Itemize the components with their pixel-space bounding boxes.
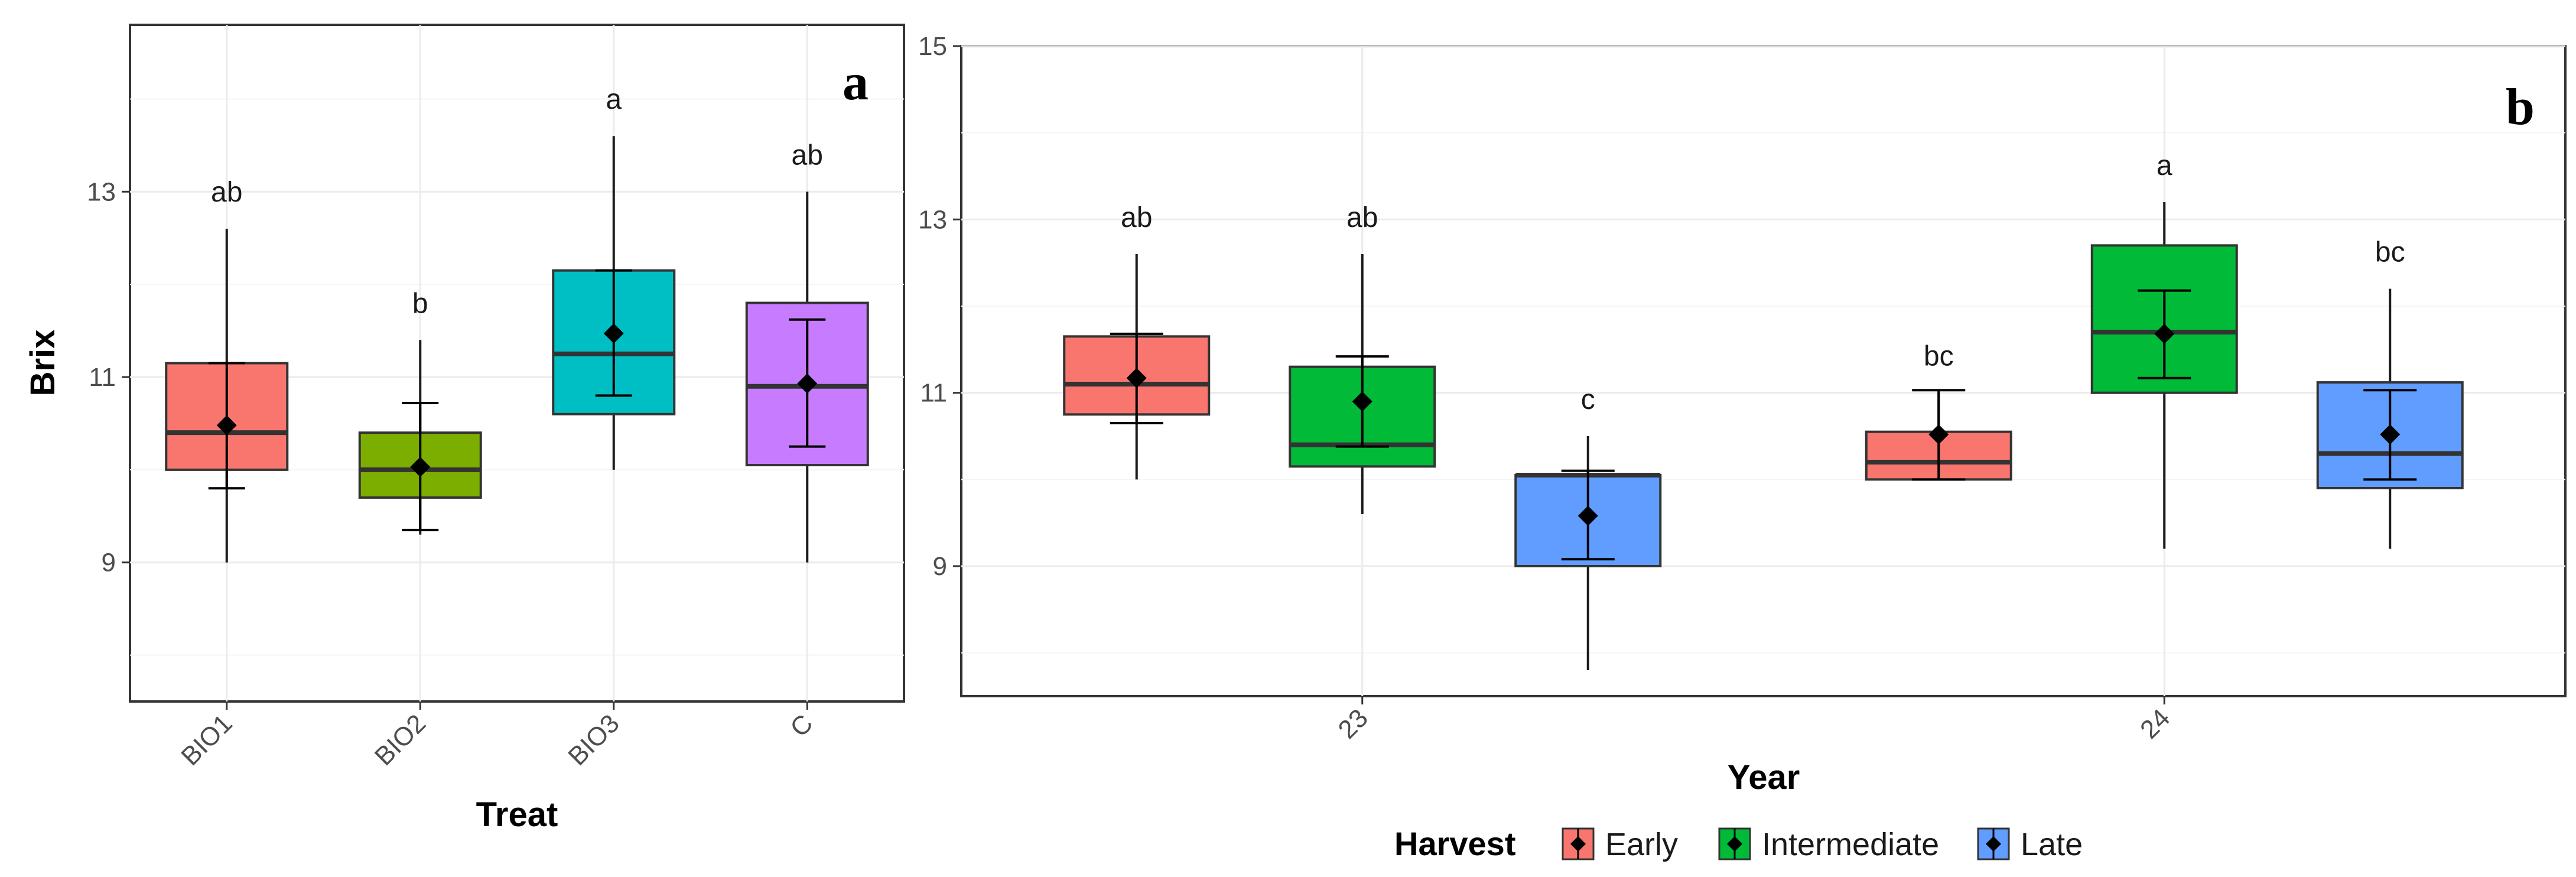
panel-a-box-2: a [552,84,676,470]
panel-b-x-tick-label: 24 [2135,703,2175,744]
legend-items: Early Intermediate Late [1562,827,2083,862]
panel-a-y-tick-label: 13 [87,177,116,206]
legend-label: Early [1605,827,1678,862]
mean-point [1352,391,1372,412]
significance-letter: ab [1121,202,1152,233]
panel-b-grid [961,45,2565,696]
legend: Harvest Early Intermediate Late [1394,825,2083,862]
mean-point [216,415,237,436]
mean-point [1578,505,1598,526]
mean-point [1126,368,1147,388]
panel-b-y-tick-label: 13 [918,205,947,234]
panel-a-x-tick-label: C [785,709,818,742]
significance-letter: ab [211,177,242,208]
legend-mean-marker [1986,836,2001,852]
panel-b-box-5: bc [2316,237,2464,549]
panel-b-y-tick-label: 9 [933,552,947,581]
legend-mean-marker [1570,836,1586,852]
panel-a-y-axis-title: Brix [24,330,62,397]
mean-point [797,373,818,394]
panel-a-box-0: ab [165,177,289,563]
significance-letter: a [606,84,622,115]
legend-item-late: Late [1977,827,2083,862]
legend-label: Late [2021,827,2083,862]
panel-a-marks: ab b a ab [165,84,869,563]
mean-point [410,457,431,478]
panel-a-x-tick-label: BIO1 [175,709,238,771]
panel-b-x-axis-title: Year [1728,758,1800,797]
panel-a-y-tick-label: 9 [102,548,116,577]
panel-b-label: b [2506,79,2535,136]
panel-b-x-tick-label: 23 [1333,703,1374,744]
panel-a-y-tick-label: 11 [89,363,116,392]
significance-letter: c [1581,384,1595,415]
legend-title: Harvest [1394,825,1515,862]
panel-a-box-1: b [358,288,482,535]
panel-a-box-3: ab [745,139,869,563]
legend-mean-marker [1727,836,1742,852]
panel-a-x-tick-label: BIO2 [369,709,432,771]
panel-b-box-4: a [2090,150,2238,549]
significance-letter: ab [1346,202,1378,233]
panel-b-y-tick-label: 15 [918,32,947,61]
mean-point [2380,424,2401,445]
panel-b-box-0: ab [1063,202,1211,480]
significance-letter: b [412,288,428,319]
panel-b-box-3: bc [1865,341,2012,481]
legend-label: Intermediate [1762,827,1939,862]
significance-letter: bc [2375,237,2405,268]
significance-letter: a [2157,150,2172,181]
panel-a-x-tick-label: BIO3 [562,709,625,771]
panel-a-x-axis-title: Treat [476,795,558,834]
panel-b-box-2: c [1514,384,1662,670]
mean-point [2154,323,2175,344]
mean-point [603,323,624,344]
mean-point [1928,424,1949,445]
panel-b-y-tick-label: 11 [920,379,947,408]
significance-letter: ab [792,139,823,171]
significance-letter: bc [1924,341,1954,372]
panel-b-box-1: ab [1289,202,1436,514]
panel-a-label: a [843,54,869,111]
legend-item-intermediate: Intermediate [1718,827,1939,862]
legend-item-early: Early [1562,827,1678,862]
